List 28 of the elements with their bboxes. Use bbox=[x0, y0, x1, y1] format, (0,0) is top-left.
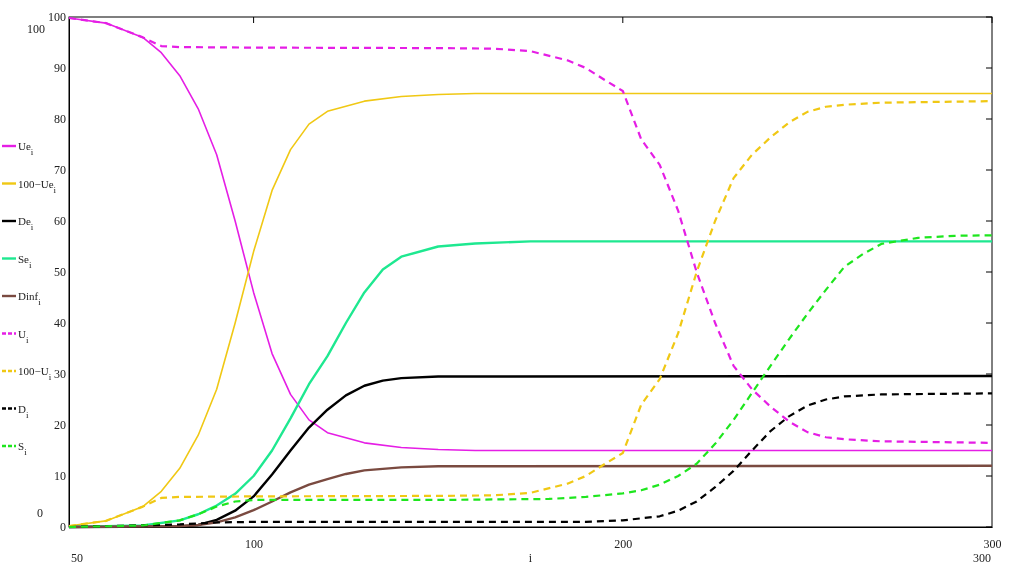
x-axis-title: i bbox=[528, 551, 533, 565]
legend-label: D$_{i}$ bbox=[18, 402, 29, 420]
y-tick-label: 10 bbox=[54, 469, 66, 484]
text: 0 bbox=[37, 506, 43, 520]
x-tick-label: 100 bbox=[245, 536, 264, 551]
legend-label: Se$_{i}$ bbox=[18, 252, 32, 270]
text: 300 bbox=[973, 551, 991, 565]
y-tick-label: 80 bbox=[54, 112, 66, 127]
y-tick-label: 60 bbox=[54, 214, 66, 229]
text: 50 bbox=[71, 551, 83, 565]
y-tick-label: 20 bbox=[54, 418, 66, 433]
legend-label: U$_{i}$ bbox=[18, 327, 29, 345]
y-tick-label: 90 bbox=[54, 61, 66, 76]
y-tick-label: 70 bbox=[54, 163, 66, 178]
legend-label: 100−Ue$_{i}$ bbox=[18, 177, 57, 195]
y-tick-label: 0 bbox=[60, 520, 66, 535]
y-tick-label: 100 bbox=[48, 10, 66, 25]
x-tick-label: 300 bbox=[983, 536, 1002, 551]
legend-label: De$_{i}$ bbox=[18, 215, 34, 232]
legend-label: S$_{i}$ bbox=[18, 440, 28, 457]
y-tick-label: 40 bbox=[54, 316, 66, 331]
legend-label: 100−U$_{i}$ bbox=[18, 365, 52, 382]
x-tick-label: 200 bbox=[614, 536, 633, 551]
legend-label: Ue$_{i}$ bbox=[18, 140, 34, 157]
y-tick-label: 30 bbox=[54, 367, 66, 382]
y-tick-label: 50 bbox=[54, 265, 66, 280]
legend-label: Dinf$_{i}$ bbox=[18, 290, 42, 307]
text: 100 bbox=[27, 22, 45, 36]
